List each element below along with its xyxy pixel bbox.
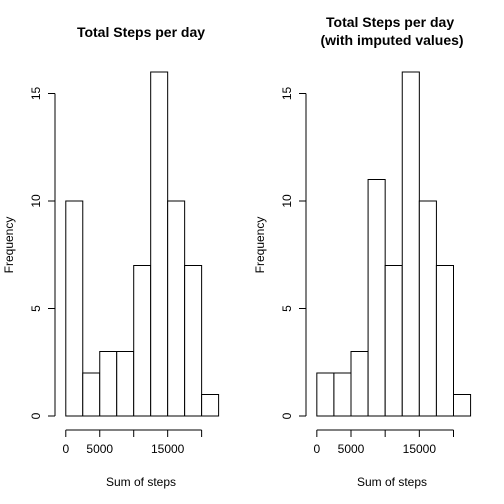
y-axis: 0 5 10 15: [29, 87, 56, 419]
x-axis: 0 5000 15000: [313, 429, 454, 456]
chart-panel-1: Total Steps per day 0 5 10 15 0 5000 15000 Su…: [2, 24, 220, 489]
histogram-bar: [367, 179, 386, 417]
x-tick-label: 5000: [86, 442, 113, 456]
bar-series: [316, 71, 472, 417]
histogram-bar: [384, 265, 403, 417]
y-axis: 0 5 10 15: [280, 87, 307, 419]
chart-subtitle-line: (with imputed values): [320, 32, 463, 48]
y-axis-label: Frequency: [2, 217, 16, 274]
x-tick-label: 5000: [338, 442, 365, 456]
y-tick-label: 15: [29, 87, 43, 101]
histogram-bar: [418, 200, 437, 417]
y-tick-label: 10: [29, 194, 43, 208]
histogram-bar: [401, 71, 420, 417]
x-axis-label: Sum of steps: [106, 475, 176, 489]
x-axis-label: Sum of steps: [357, 475, 427, 489]
histogram-bar: [133, 265, 152, 417]
histogram-bar: [435, 265, 454, 417]
histogram-bar: [150, 71, 169, 417]
y-axis-label: Frequency: [253, 217, 267, 274]
histogram-bar: [316, 372, 335, 417]
chart-title-line: Total Steps per day: [326, 14, 454, 30]
histogram-bar: [350, 351, 369, 417]
histogram-bar: [453, 394, 472, 417]
y-tick-label: 15: [280, 87, 294, 101]
chart-title-line: Total Steps per day: [77, 24, 205, 40]
histogram-bar: [167, 200, 186, 417]
x-axis: 0 5000 15000: [62, 429, 203, 456]
y-tick-label: 0: [280, 412, 294, 419]
y-tick-label: 0: [29, 412, 43, 419]
histogram-bar: [99, 351, 118, 417]
x-tick-label: 15000: [403, 442, 437, 456]
y-tick-label: 5: [280, 305, 294, 312]
bar-series: [65, 71, 220, 417]
chart-title: Total Steps per day (with imputed values…: [320, 14, 463, 48]
x-tick-label: 0: [62, 442, 69, 456]
x-tick-label: 0: [313, 442, 320, 456]
histogram-bar: [65, 200, 84, 417]
histogram-bar: [116, 351, 135, 417]
histogram-bar: [201, 394, 220, 417]
x-tick-label: 15000: [151, 442, 185, 456]
histogram-bar: [184, 265, 203, 417]
y-tick-label: 10: [280, 194, 294, 208]
chart-title: Total Steps per day: [77, 24, 205, 40]
histogram-bar: [82, 372, 101, 417]
y-tick-label: 5: [29, 305, 43, 312]
histogram-bar: [333, 372, 352, 417]
chart-panel-2: Total Steps per day (with imputed values…: [253, 14, 472, 489]
